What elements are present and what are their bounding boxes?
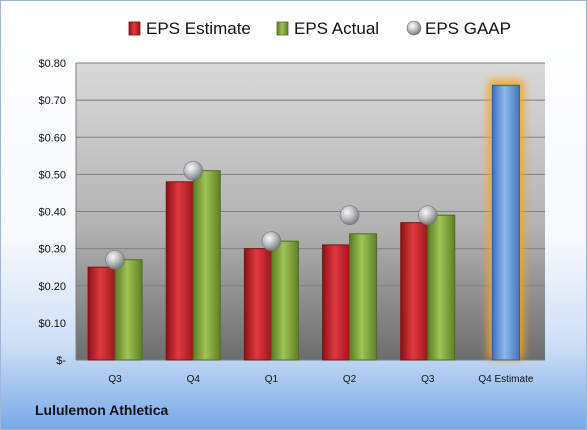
company-name: Lululemon Athletica [35,402,169,418]
marker-eps-gaap [105,249,125,270]
bar-eps-actual [114,259,143,361]
x-tick-label: Q3 [108,374,122,385]
y-axis: $- $0.10 $0.20 $0.30 $0.40 $0.50 $0.60 $0.70 $0.… [38,58,545,367]
marker-eps-gaap [339,205,360,226]
y-tick-label: $0.70 [38,95,66,107]
y-tick-label: $0.50 [38,169,66,181]
x-tick-label: Q1 [265,374,279,385]
y-tick-label: $0.40 [38,207,66,219]
y-tick-label: $0.20 [38,281,66,293]
bar-eps-estimate [322,244,351,361]
legend-label: EPS Estimate [146,19,251,38]
y-tick-label: $0.60 [38,132,66,144]
bar-eps-estimate [165,181,194,361]
legend-swatch [276,21,289,36]
legend-label: EPS GAAP [425,19,511,38]
legend-label: EPS Actual [294,19,379,38]
x-tick-label: Q3 [421,374,435,385]
legend-swatch [128,21,141,36]
gaap-markers [105,160,438,270]
bar-eps-estimate [243,248,272,361]
bars [87,79,525,361]
y-tick-label: $0.10 [38,318,66,330]
marker-eps-gaap [417,205,438,226]
x-tick-label: Q2 [343,374,357,385]
y-tick-label: $0.30 [38,244,66,256]
marker-eps-gaap [183,160,204,181]
bar-eps-actual [270,240,299,361]
y-tick-label: $- [56,355,66,367]
bar-eps-forecast [491,84,520,361]
bar-eps-actual [192,170,221,361]
x-axis: Q3 Q4 Q1 Q2 Q3 Q4 Estimate [108,374,533,385]
bar-eps-actual [427,214,456,361]
bar-eps-actual [349,233,378,361]
x-tick-label: Q4 [187,374,201,385]
marker-eps-gaap [261,231,282,251]
legend: EPS Estimate EPS Actual EPS GAAP [128,19,511,38]
legend-swatch [406,20,422,36]
bar-eps-estimate [400,222,429,361]
bar-eps-estimate [87,266,116,361]
y-tick-label: $0.80 [38,58,66,70]
x-tick-label: Q4 Estimate [478,374,533,385]
